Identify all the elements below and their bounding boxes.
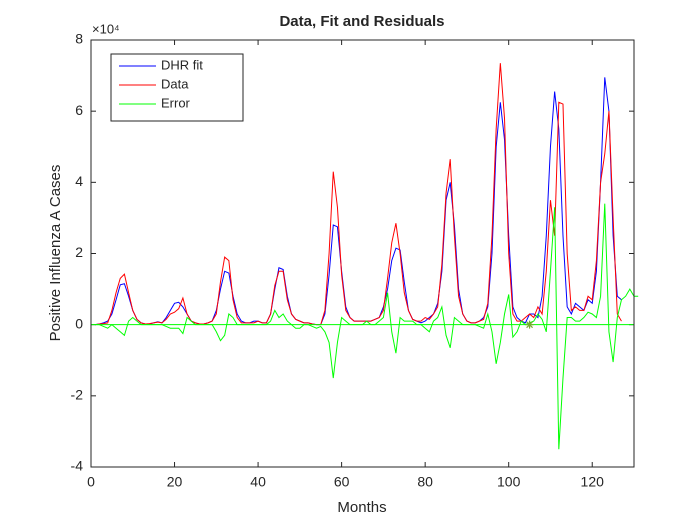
- legend-label: DHR fit: [161, 57, 203, 72]
- x-tick-label: 80: [417, 474, 433, 490]
- y-tick-label: -2: [71, 387, 84, 403]
- x-tick-label: 120: [581, 474, 605, 490]
- y-tick-label: -4: [71, 458, 84, 474]
- plot-frame: [90, 39, 635, 468]
- x-tick-label: 100: [497, 474, 521, 490]
- marker: [525, 320, 534, 329]
- y-tick-label: 4: [75, 173, 83, 189]
- y-tick-label: 2: [75, 244, 83, 260]
- legend-label: Data: [161, 76, 189, 91]
- series-line: [95, 203, 639, 450]
- chart-title: Data, Fit and Residuals: [279, 13, 444, 30]
- x-axis-label: Months: [337, 499, 386, 516]
- legend-box: [110, 53, 244, 122]
- series-line: [95, 63, 622, 326]
- y-axis-label: Positive Influenza A Cases: [47, 165, 64, 342]
- y-tick-label: 0: [75, 315, 83, 331]
- legend-label: Error: [161, 95, 191, 110]
- x-tick-label: 40: [250, 474, 266, 490]
- x-tick-label: 0: [87, 474, 95, 490]
- y-tick-label: 6: [75, 102, 83, 118]
- y-exponent-label: ×10⁴: [92, 21, 120, 36]
- x-tick-label: 60: [334, 474, 350, 490]
- y-tick-label: 8: [75, 31, 83, 47]
- x-tick-label: 20: [167, 474, 183, 490]
